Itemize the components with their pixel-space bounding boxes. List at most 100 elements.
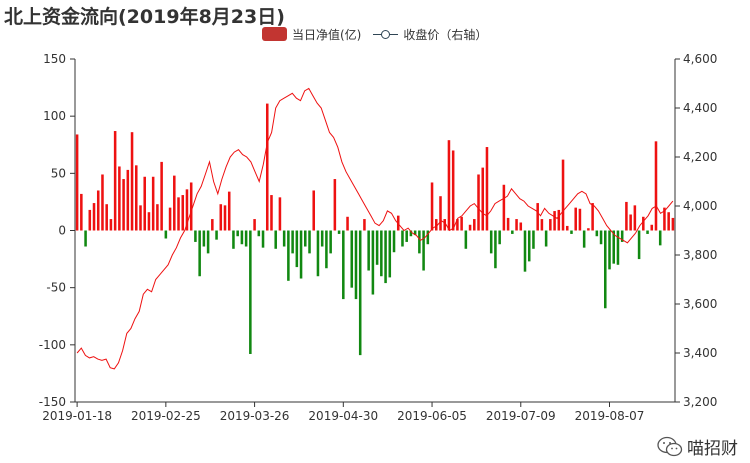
bar-128 [616, 230, 620, 265]
bar-113 [553, 211, 556, 231]
right-tick-label-4: 4,000 [683, 199, 717, 213]
bar-49 [282, 230, 286, 247]
right-tick-label-7: 4,600 [683, 52, 717, 66]
left-tick-label-5: 100 [43, 109, 66, 123]
bar-10 [118, 166, 121, 231]
bar-115 [561, 159, 565, 231]
x-tick-label-3: 2019-04-30 [308, 409, 378, 423]
bar-129 [620, 230, 624, 242]
bar-32 [211, 219, 214, 231]
bar-22 [168, 207, 172, 231]
bar-88 [447, 140, 451, 231]
bar-4 [92, 203, 96, 231]
bar-75 [392, 230, 396, 253]
x-tick-label-0: 2019-01-18 [42, 409, 112, 423]
legend[interactable]: 当日净值(亿) 收盘价（右轴） [262, 25, 499, 43]
bar-79 [409, 230, 413, 237]
bar-131 [629, 214, 632, 231]
bar-94 [473, 219, 476, 231]
bar-2 [84, 230, 87, 247]
bar-141 [671, 217, 675, 231]
bar-111 [544, 230, 548, 247]
bar-107 [527, 230, 531, 262]
bar-119 [578, 208, 582, 231]
bar-30 [202, 230, 206, 247]
bar-36 [227, 191, 231, 231]
bar-138 [658, 230, 662, 246]
legend-item-close-price[interactable]: 收盘价（右轴） [373, 26, 487, 43]
bar-71 [375, 230, 379, 265]
bar-116 [565, 225, 569, 231]
bar-8 [109, 219, 113, 231]
line-series [76, 87, 674, 370]
bar-61 [333, 179, 337, 231]
bar-100 [498, 230, 501, 245]
left-tick-label-1: -100 [39, 338, 66, 352]
wechat-icon [657, 436, 683, 456]
right-tick-label-0: 3,200 [683, 395, 717, 409]
left-tick-label-4: 50 [51, 166, 66, 180]
bar-106 [523, 230, 527, 272]
bar-84 [430, 182, 434, 231]
bar-44 [261, 230, 265, 248]
bar-82 [422, 230, 425, 271]
bar-9 [113, 131, 117, 231]
bar-97 [485, 147, 489, 231]
bar-38 [236, 230, 239, 237]
legend-label-net-flow: 当日净值(亿) [292, 27, 362, 42]
legend-label-close-price: 收盘价（右轴） [403, 27, 488, 42]
bar-140 [667, 212, 670, 231]
legend-item-net-flow[interactable]: 当日净值(亿) [262, 26, 361, 43]
bar-58 [320, 230, 324, 247]
left-tick-label-3: 0 [58, 224, 66, 238]
bar-99 [494, 230, 497, 269]
bar-51 [291, 230, 294, 254]
bar-0 [75, 134, 79, 231]
bar-34 [219, 204, 223, 231]
bar-67 [358, 230, 362, 356]
bar-120 [582, 230, 586, 248]
bar-28 [194, 230, 197, 242]
bar-65 [350, 230, 354, 288]
bar-series [75, 103, 675, 356]
bar-98 [489, 230, 493, 254]
bar-27 [189, 182, 193, 231]
bar-108 [532, 230, 535, 249]
bar-121 [587, 228, 590, 231]
bar-50 [287, 230, 290, 281]
bar-42 [253, 219, 256, 231]
bar-14 [135, 165, 138, 231]
bar-13 [130, 132, 134, 231]
bar-101 [502, 184, 506, 231]
bar-60 [329, 230, 332, 254]
bar-59 [325, 230, 328, 269]
bar-72 [380, 230, 383, 277]
x-tick-label-2: 2019-03-26 [220, 409, 290, 423]
bar-87 [443, 219, 446, 231]
bar-130 [625, 201, 628, 231]
bar-127 [612, 230, 615, 264]
bar-132 [633, 205, 637, 231]
bar-70 [371, 230, 375, 295]
bar-26 [185, 189, 189, 231]
bar-85 [435, 219, 438, 231]
axes: -150 -100 -50 0 50 100 150 3,200 3,400 3,600 3,800… [39, 52, 718, 423]
bar-3 [88, 209, 92, 231]
bar-110 [540, 219, 544, 231]
bar-35 [223, 205, 227, 231]
bar-17 [147, 212, 151, 231]
x-tick-label-1: 2019-02-25 [131, 409, 201, 423]
bar-53 [299, 230, 303, 279]
bar-83 [426, 230, 430, 245]
right-tick-label-5: 4,200 [683, 150, 717, 164]
bar-86 [439, 196, 442, 231]
bar-6 [101, 174, 104, 231]
bar-117 [570, 230, 573, 234]
bar-57 [316, 230, 320, 277]
bar-1 [80, 193, 83, 231]
bar-69 [367, 230, 370, 271]
watermark: 喵招财 [657, 434, 738, 459]
bar-123 [595, 230, 599, 237]
bar-139 [663, 207, 666, 231]
